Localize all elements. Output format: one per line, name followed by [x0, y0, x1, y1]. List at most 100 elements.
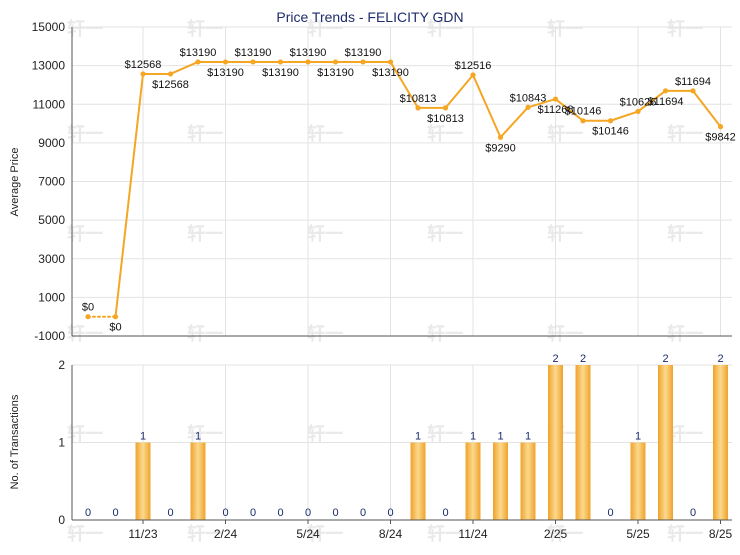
- watermark-text: 轩一: [307, 123, 343, 144]
- transaction-count-label: 0: [85, 507, 91, 519]
- price-point: [717, 124, 724, 130]
- price-data-labels: $0 $0 $12568 $12568 $13190 $13190 $13190 $13190…: [82, 47, 736, 334]
- transaction-bar: [575, 365, 591, 520]
- transaction-bar: [410, 442, 426, 520]
- price-line-segment: [692, 89, 722, 128]
- watermark-text: 轩一: [667, 223, 703, 244]
- price-data-label: $12516: [455, 60, 492, 72]
- watermark-text: 轩一: [547, 223, 583, 244]
- price-point: [442, 105, 449, 111]
- transaction-count-label: 0: [690, 507, 696, 519]
- price-point: [332, 59, 339, 65]
- watermark-text: 轩一: [307, 323, 343, 344]
- x-tick-label: 8/25: [709, 527, 733, 541]
- price-data-label: $9842: [705, 132, 736, 144]
- watermark-text: 轩一: [667, 123, 703, 144]
- transactions-y-ticks: 0 1 2: [58, 358, 65, 527]
- price-data-label: $13190: [235, 47, 272, 59]
- price-point: [140, 71, 146, 77]
- price-point: [250, 59, 256, 65]
- price-point: [662, 88, 669, 94]
- price-line-segment: [444, 73, 474, 109]
- watermark-text: 轩一: [187, 323, 223, 344]
- price-line-segment: [637, 89, 667, 113]
- price-point: [415, 105, 421, 111]
- transaction-count-label: 0: [332, 507, 338, 519]
- price-y-tick-label: 9000: [38, 136, 65, 150]
- price-data-label: $10813: [427, 113, 464, 125]
- price-point: [85, 314, 91, 320]
- watermark-text: 轩一: [307, 18, 343, 39]
- price-point: [470, 72, 476, 78]
- price-line-segment: [114, 72, 144, 318]
- transaction-bar: [548, 365, 563, 520]
- price-point: [552, 96, 559, 102]
- x-tick-label: 8/24: [379, 527, 403, 541]
- price-data-label: $13190: [345, 47, 382, 59]
- transactions-y-tick-label: 1: [58, 436, 65, 450]
- price-y-axis-label: Average Price: [9, 148, 21, 217]
- watermark-text: 轩一: [427, 423, 463, 444]
- price-y-tick-label: -1000: [34, 329, 65, 343]
- transaction-count-label: 1: [525, 431, 531, 443]
- price-y-tick-label: 7000: [38, 175, 65, 189]
- price-data-label: $0: [82, 302, 94, 314]
- transactions-y-tick-label: 2: [58, 358, 65, 372]
- transaction-bar: [190, 442, 206, 520]
- transactions-panel: 0 1 2 11/23 2/24 5/24 8/24 11/24 2/25 5/25 8/25 0…: [58, 353, 732, 541]
- price-point: [607, 118, 614, 124]
- transaction-count-label: 1: [497, 431, 503, 443]
- price-point: [690, 88, 696, 94]
- transactions-y-axis-label: No. of Transactions: [9, 394, 21, 489]
- watermark-text: 轩一: [67, 123, 103, 144]
- watermark-text: 轩一: [187, 223, 223, 244]
- price-y-tick-label: 13000: [32, 59, 66, 73]
- watermark-text: 轩一: [547, 18, 583, 39]
- x-tick-label: 5/25: [626, 527, 650, 541]
- watermark-text: 轩一: [667, 523, 703, 544]
- price-y-tick-label: 5000: [38, 213, 65, 227]
- transaction-bar: [630, 442, 646, 520]
- price-data-label: $12568: [152, 79, 189, 91]
- price-series: [85, 59, 724, 320]
- chart-title: Price Trends - FELICITY GDN: [276, 9, 463, 25]
- transactions-y-tick-label: 0: [58, 513, 65, 527]
- transaction-bar: [493, 442, 508, 520]
- transactions-data-labels: 0 0 1 0 1 0 0 0 0 0 0 0 1 0 1 1 1 2 2 0 1 2 0 2: [85, 353, 724, 519]
- watermark-text: 轩一: [307, 523, 343, 544]
- watermark-text: 轩一: [67, 323, 103, 344]
- transaction-count-label: 0: [387, 507, 393, 519]
- price-data-label: $13190: [180, 47, 217, 59]
- transactions-axes: [71, 365, 732, 521]
- price-y-tick-label: 3000: [38, 252, 65, 266]
- price-data-label: $11694: [675, 76, 711, 88]
- price-point: [360, 59, 366, 65]
- transaction-count-label: 1: [195, 431, 201, 443]
- price-y-ticks: -1000 1000 3000 5000 7000 9000 11000 13000 15000: [32, 20, 66, 343]
- price-data-label: $10813: [400, 93, 437, 105]
- price-point: [580, 118, 586, 124]
- price-point: [167, 71, 174, 77]
- transaction-bar: [658, 365, 673, 520]
- transaction-bar: [520, 442, 536, 520]
- watermark-text: 轩一: [187, 18, 223, 39]
- price-point: [525, 104, 531, 110]
- transaction-count-label: 0: [222, 507, 228, 519]
- watermark-text: 轩一: [187, 523, 223, 544]
- transaction-count-label: 1: [415, 431, 421, 443]
- x-tick-label: 11/23: [128, 527, 157, 541]
- price-data-label: $13190: [372, 67, 409, 79]
- price-point: [305, 59, 311, 65]
- price-point: [195, 59, 201, 65]
- price-line-segment: [609, 110, 639, 122]
- watermark-text: 轩一: [67, 18, 103, 39]
- price-line-segment: [554, 98, 584, 122]
- transactions-x-ticks: 11/23 2/24 5/24 8/24 11/24 2/25 5/25 8/25: [128, 520, 733, 541]
- transaction-count-label: 2: [662, 353, 668, 365]
- price-y-tick-label: 15000: [32, 20, 66, 34]
- watermark-text: 轩一: [667, 323, 703, 344]
- price-line-segment: [472, 73, 502, 139]
- transaction-count-label: 0: [112, 507, 118, 519]
- price-data-label: $9290: [485, 142, 516, 154]
